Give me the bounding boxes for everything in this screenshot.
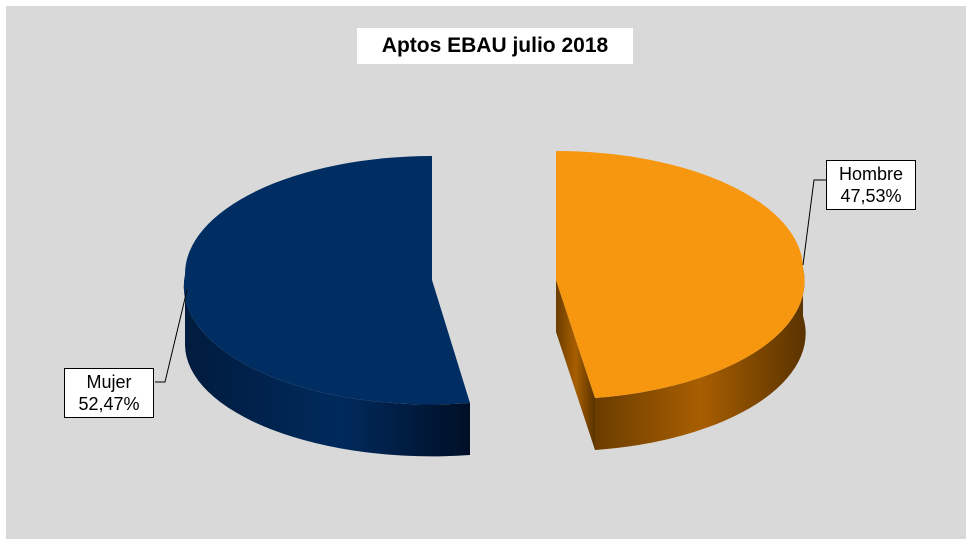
chart-title: Aptos EBAU julio 2018 <box>357 28 633 64</box>
slice-mujer-side <box>183 275 470 457</box>
data-label-hombre: Hombre 47,53% <box>826 160 916 210</box>
slice-mujer[interactable] <box>183 156 470 457</box>
slice-hombre[interactable] <box>556 151 806 450</box>
data-label-hombre-name: Hombre <box>838 164 904 184</box>
data-label-hombre-value: 47,53% <box>840 186 902 206</box>
slice-mujer-top <box>183 156 470 405</box>
leader-line-hombre <box>802 179 826 266</box>
chart-area <box>6 6 966 539</box>
leader-line-mujer <box>155 289 188 383</box>
slice-hombre-top <box>556 151 805 398</box>
slice-hombre-side <box>556 280 595 450</box>
slice-hombre-outer-side <box>595 268 806 450</box>
data-label-mujer: Mujer 52,47% <box>64 368 154 418</box>
data-label-mujer-value: 52,47% <box>78 394 140 414</box>
data-label-mujer-name: Mujer <box>86 372 132 392</box>
